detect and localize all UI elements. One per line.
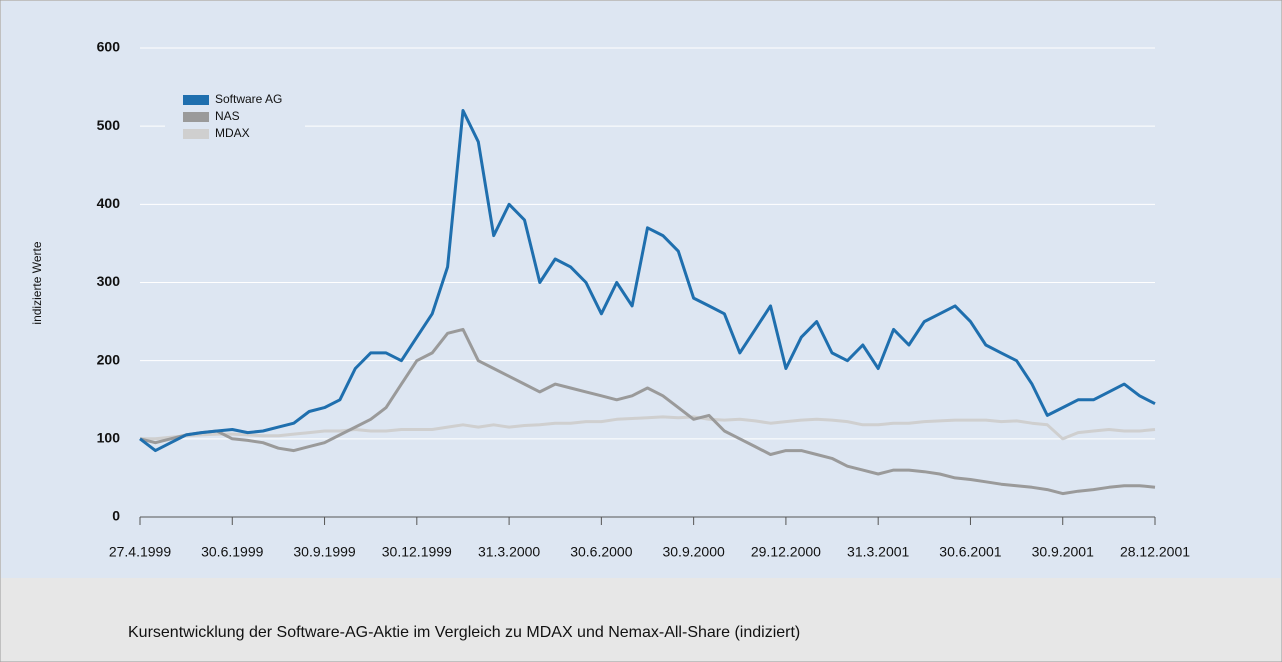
y-tick-label: 600 [97,39,121,55]
x-tick-label: 31.3.2000 [478,544,540,560]
x-tick-label: 28.12.2001 [1120,544,1190,560]
x-tick-label: 30.12.1999 [382,544,452,560]
series-line [139,109,1156,453]
legend-swatch [183,129,209,139]
series-line [139,327,1156,496]
y-tick-label: 500 [97,117,121,133]
x-tick-label: 29.12.2000 [751,544,821,560]
y-axis-label: indizierte Werte [30,241,44,324]
x-tick-label: 31.3.2001 [847,544,909,560]
series-line [140,415,1156,441]
legend-label: MDAX [215,126,250,140]
y-tick-label: 400 [97,195,121,211]
x-tick-label: 30.9.1999 [293,544,355,560]
y-tick-label: 300 [97,273,121,289]
y-tick-label: 100 [97,430,121,446]
legend-label: Software AG [215,92,282,106]
x-tick-label: 30.6.2001 [939,544,1001,560]
x-tick-label: 30.6.1999 [201,544,263,560]
x-tick-label: 27.4.1999 [109,544,171,560]
legend-swatch [183,112,209,122]
legend-label: NAS [215,109,240,123]
x-tick-label: 30.6.2000 [570,544,632,560]
y-tick-label: 0 [112,508,120,524]
x-tick-label: 30.9.2001 [1032,544,1094,560]
legend-swatch [183,95,209,105]
caption: Kursentwicklung der Software-AG-Aktie im… [128,624,800,641]
x-tick-label: 30.9.2000 [662,544,724,560]
y-tick-label: 200 [97,351,121,367]
